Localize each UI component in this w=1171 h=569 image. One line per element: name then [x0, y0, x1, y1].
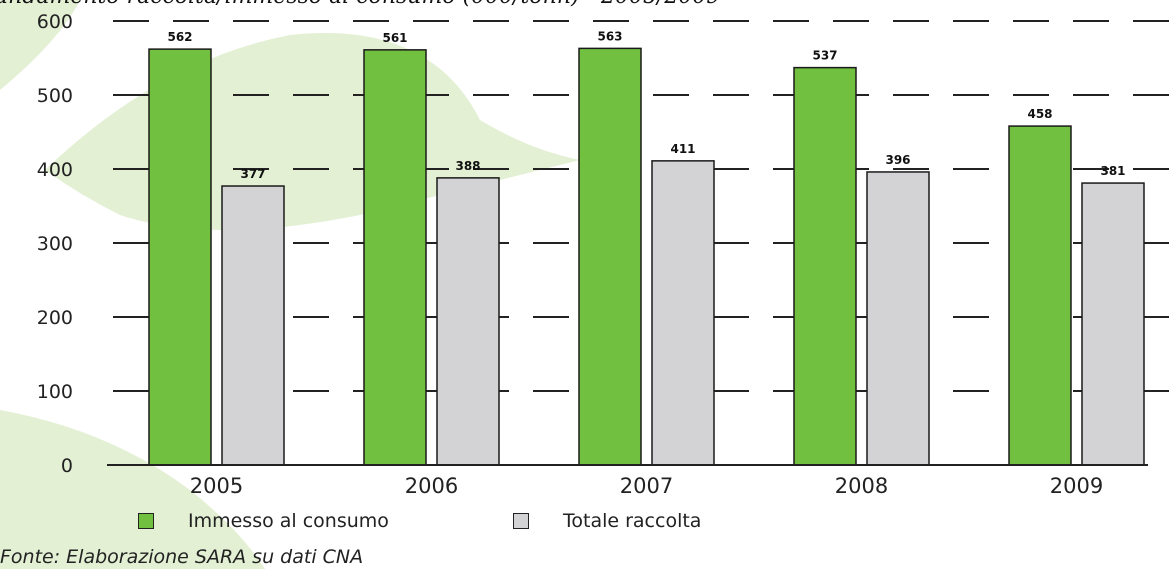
bar-2007-s0 — [578, 47, 642, 466]
legend-item-immesso: Immesso al consumo — [138, 510, 389, 532]
x-tick-label-2008: 2008 — [835, 474, 888, 498]
data-label-2005-s1: 377 — [240, 167, 265, 181]
data-label-2008-s1: 396 — [885, 153, 910, 167]
bar-2005-s0 — [148, 48, 212, 466]
legend-swatch-grey — [513, 513, 529, 529]
bar-2009-s0 — [1008, 125, 1072, 466]
bar-2006-s1 — [436, 177, 500, 466]
y-tick-label-3: 300 — [37, 233, 73, 255]
x-tick-label-2006: 2006 — [405, 474, 458, 498]
bar-2008-s1 — [866, 171, 930, 466]
data-label-2006-s0: 561 — [382, 31, 407, 45]
y-tick-label-4: 400 — [37, 159, 73, 181]
legend-label-totale: Totale raccolta — [563, 510, 702, 532]
data-label-2006-s1: 388 — [455, 159, 480, 173]
bar-2008-s0 — [793, 66, 857, 466]
y-tick-label-2: 200 — [37, 307, 73, 329]
x-tick-label-2005: 2005 — [190, 474, 243, 498]
y-tick-label-5: 500 — [37, 85, 73, 107]
y-tick-label-6: 600 — [37, 11, 73, 33]
y-tick-label-1: 100 — [37, 381, 73, 403]
x-tick-label-2007: 2007 — [620, 474, 673, 498]
x-tick-label-2009: 2009 — [1050, 474, 1103, 498]
chart-title: andamento raccolta/immesso al consumo (0… — [0, 0, 720, 9]
legend-swatch-green — [138, 513, 154, 529]
source-note: Fonte: Elaborazione SARA su dati CNA — [0, 546, 364, 568]
legend-label-immesso: Immesso al consumo — [188, 510, 389, 532]
data-label-2009-s1: 381 — [1100, 164, 1125, 178]
y-tick-label-0: 0 — [61, 455, 73, 477]
bar-2005-s1 — [221, 185, 285, 466]
data-label-2009-s0: 458 — [1027, 107, 1052, 121]
data-label-2007-s1: 411 — [670, 142, 695, 156]
legend-item-totale: Totale raccolta — [513, 510, 701, 532]
data-label-2007-s0: 563 — [597, 29, 622, 43]
bar-2006-s0 — [363, 49, 427, 466]
data-label-2008-s0: 537 — [812, 49, 837, 63]
bar-2009-s1 — [1081, 182, 1145, 466]
data-label-2005-s0: 562 — [167, 30, 192, 44]
bar-2007-s1 — [651, 160, 715, 466]
